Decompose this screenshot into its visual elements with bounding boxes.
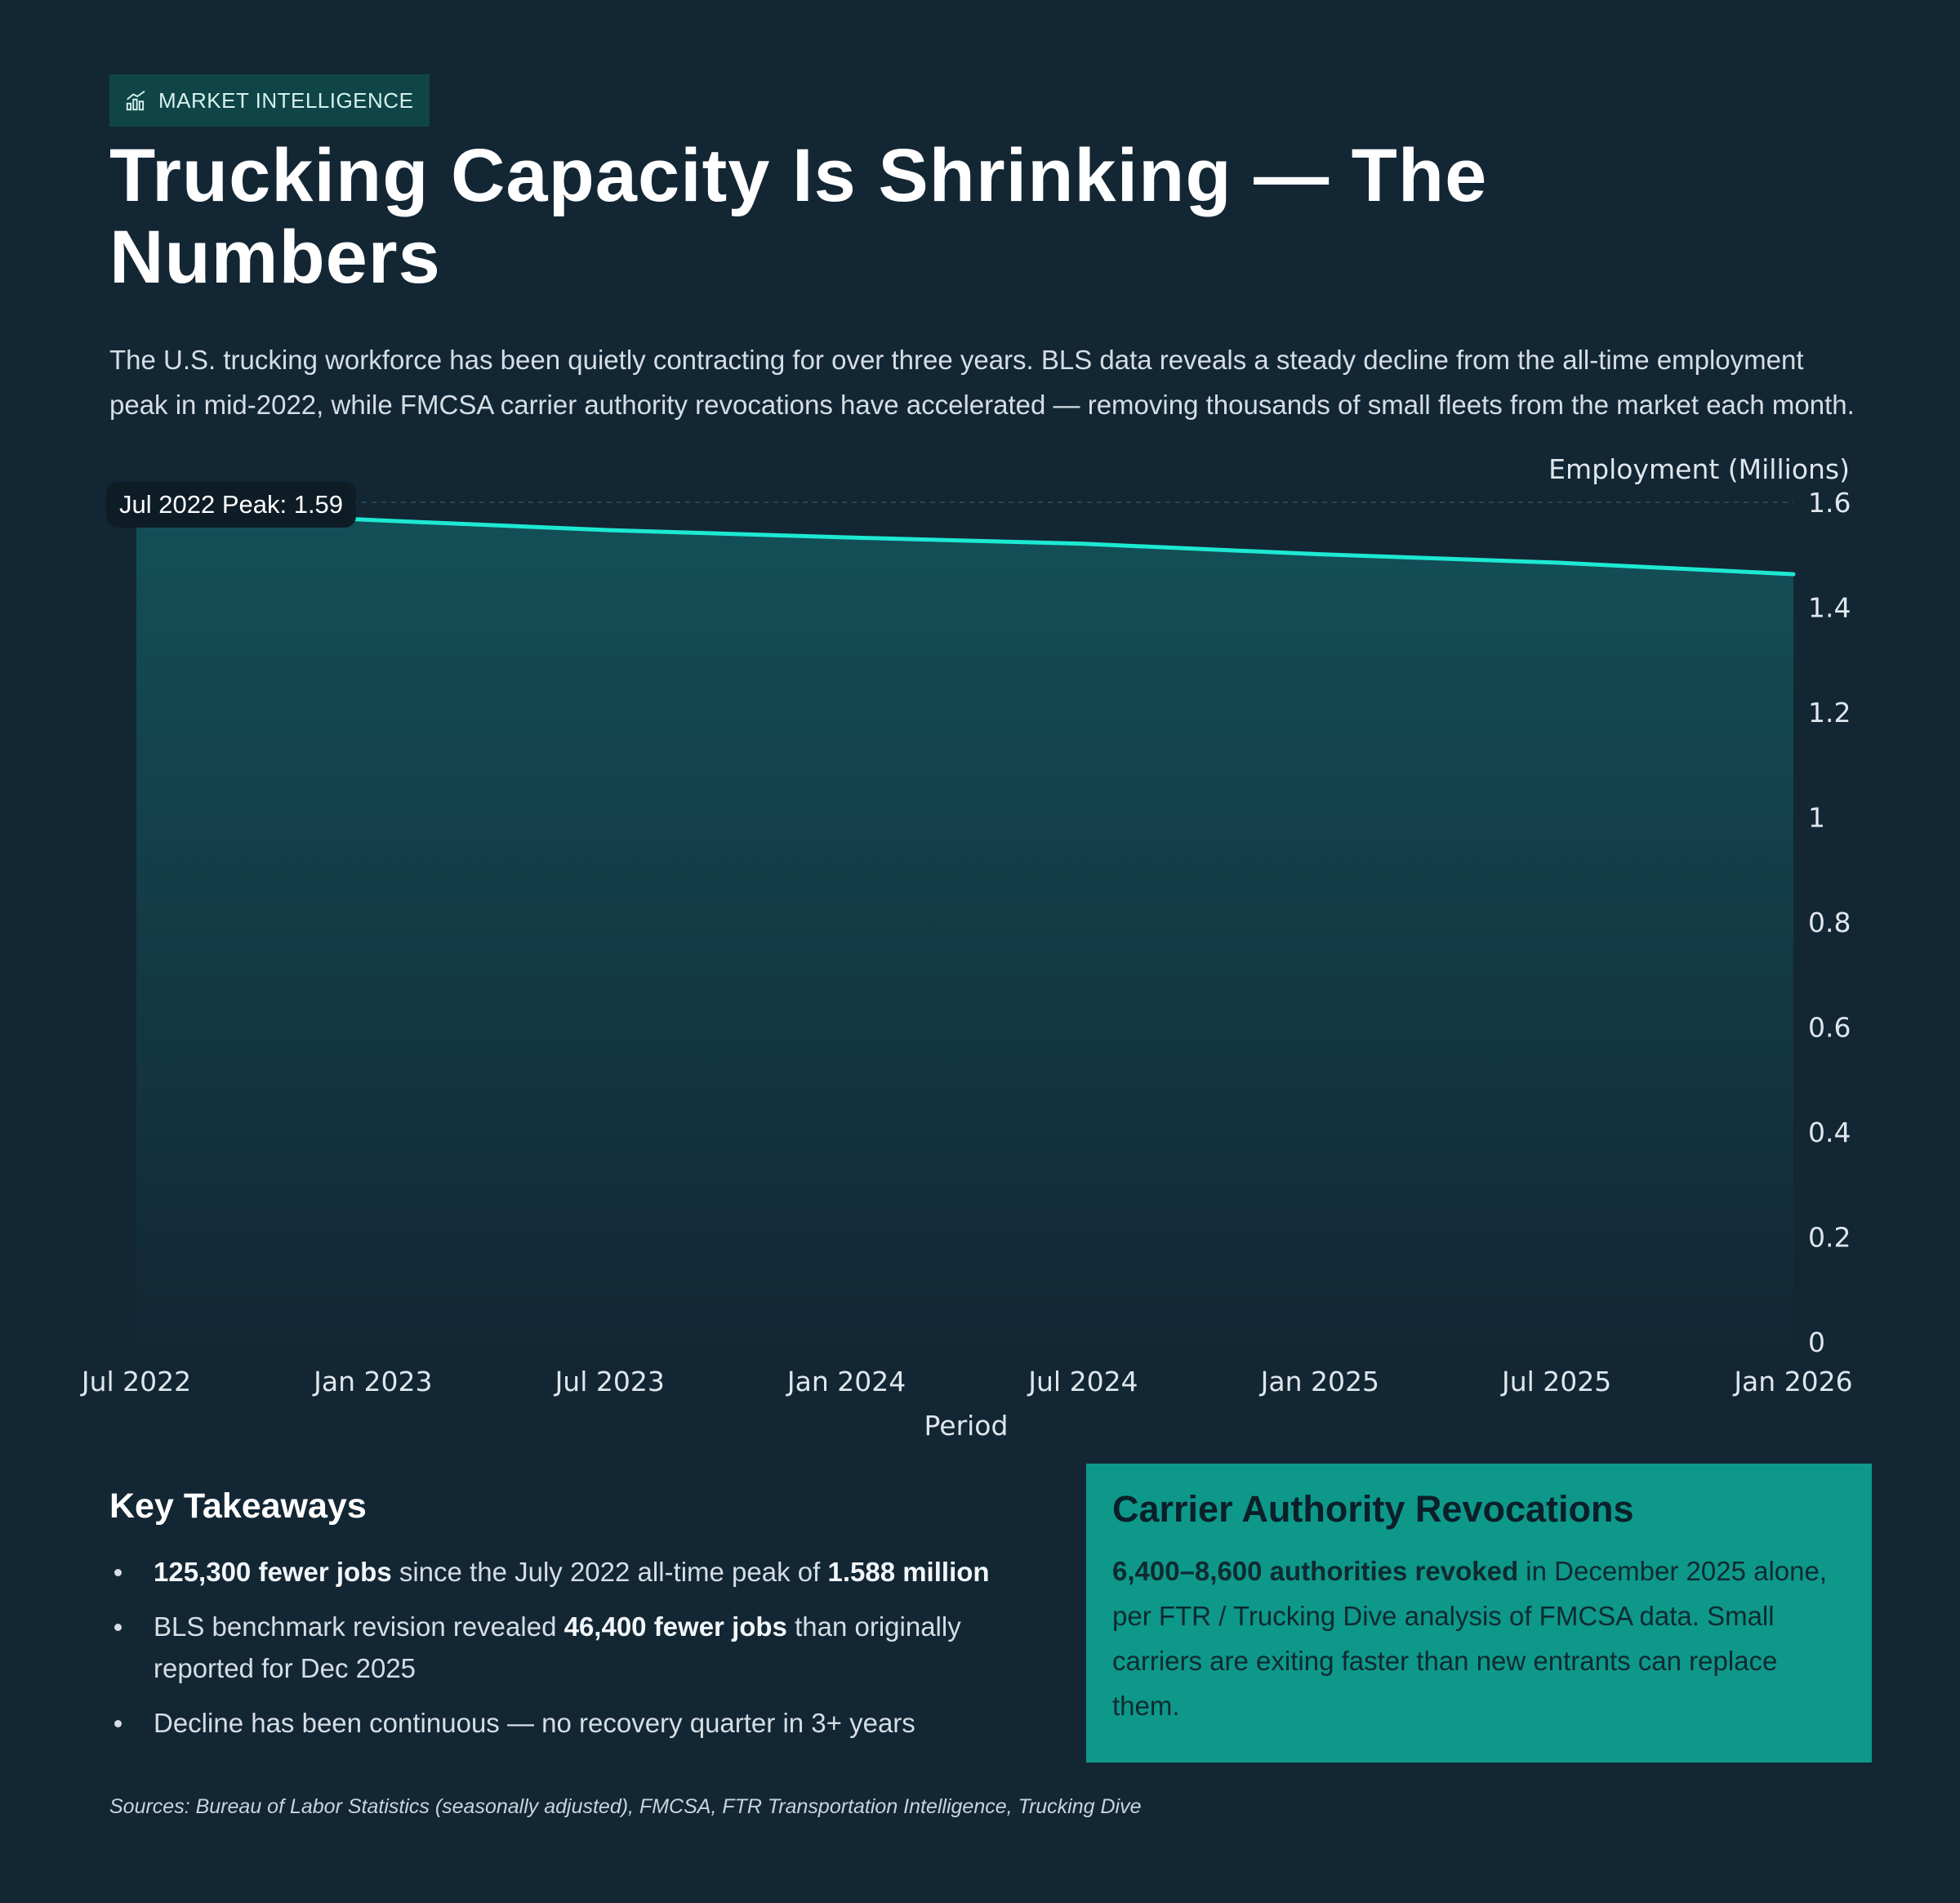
data-point	[1317, 552, 1322, 557]
y-tick-label: 0	[1808, 1326, 1825, 1358]
x-tick-label: Jul 2022	[80, 1366, 191, 1397]
data-point	[608, 528, 612, 533]
key-takeaways: Key Takeaways 125,300 fewer jobs since t…	[109, 1486, 1049, 1757]
x-tick-label: Jan 2025	[1259, 1366, 1379, 1397]
badge-label: MARKET INTELLIGENCE	[158, 87, 414, 113]
takeaways-heading: Key Takeaways	[109, 1486, 367, 1526]
data-point	[844, 535, 849, 540]
intro-paragraph: The U.S. trucking workforce has been qui…	[109, 345, 1855, 420]
x-tick-label: Jan 2024	[786, 1366, 906, 1397]
takeaway-item: 125,300 fewer jobs since the July 2022 a…	[109, 1551, 1049, 1593]
takeaway-highlight: 125,300 fewer jobs	[154, 1557, 392, 1587]
takeaways-list: 125,300 fewer jobs since the July 2022 a…	[109, 1551, 1049, 1744]
bar-chart-icon	[126, 90, 145, 111]
takeaway-text: than originally reported for Dec 2025	[154, 1611, 961, 1683]
y-tick-label: 1.6	[1808, 487, 1851, 519]
revocations-card: Carrier Authority Revocations 6,400–8,60…	[1086, 1464, 1872, 1763]
data-point	[1791, 572, 1796, 577]
data-point	[1080, 541, 1085, 546]
employment-area	[136, 508, 1793, 1342]
y-axis-label: Employment (Millions)	[1548, 453, 1850, 485]
takeaway-item: BLS benchmark revision revealed 46,400 f…	[109, 1606, 1049, 1689]
data-point	[1554, 560, 1559, 565]
takeaway-text: since the July 2022 all-time peak of	[391, 1557, 828, 1587]
y-tick-label: 0.6	[1808, 1012, 1851, 1044]
sources-note: Sources: Bureau of Labor Statistics (sea…	[109, 1795, 1142, 1818]
x-tick-label: Jul 2023	[554, 1366, 665, 1397]
y-tick-label: 0.2	[1808, 1222, 1851, 1254]
y-tick-label: 0.8	[1808, 907, 1851, 938]
card-heading: Carrier Authority Revocations	[1112, 1488, 1634, 1530]
card-body: 6,400–8,600 authorities revoked in Decem…	[1112, 1549, 1846, 1728]
x-tick-label: Jul 2024	[1027, 1366, 1138, 1397]
x-tick-label: Jan 2023	[312, 1366, 432, 1397]
x-tick-label: Jan 2026	[1732, 1366, 1852, 1397]
peak-annotation: Jul 2022 Peak: 1.59	[106, 482, 357, 528]
takeaway-text: Decline has been continuous — no recover…	[154, 1708, 915, 1738]
card-body-text: in December 2025 alone, per FTR / Trucki…	[1112, 1556, 1828, 1721]
employment-chart: 0 0.2 0.4 0.6 0.8 1 1.2 1.4 1.6 Jul 2022 Jan 2023…	[80, 453, 1853, 1442]
card-highlight: 6,400–8,600 authorities revoked	[1112, 1556, 1519, 1586]
x-axis-label: Period	[924, 1410, 1009, 1442]
y-tick-label: 1.2	[1808, 697, 1851, 729]
takeaway-text: BLS benchmark revision revealed	[154, 1611, 564, 1642]
y-tick-label: 1.4	[1808, 592, 1851, 624]
data-point	[371, 518, 376, 523]
y-axis-ticks: 0 0.2 0.4 0.6 0.8 1 1.2 1.4 1.6	[1808, 487, 1851, 1358]
takeaway-highlight: 46,400 fewer jobs	[564, 1611, 787, 1642]
takeaway-highlight: 1.588 million	[827, 1557, 990, 1587]
peak-annotation-wrap: Jul 2022 Peak: 1.59	[106, 482, 357, 528]
x-axis-ticks: Jul 2022 Jan 2023 Jul 2023 Jan 2024 Jul 2024…	[80, 1366, 1853, 1397]
x-tick-label: Jul 2025	[1500, 1366, 1611, 1397]
takeaway-item: Decline has been continuous — no recover…	[109, 1702, 1049, 1744]
y-tick-label: 0.4	[1808, 1116, 1851, 1148]
y-tick-label: 1	[1808, 802, 1825, 834]
page-title: Trucking Capacity Is Shrinking — The Num…	[109, 134, 1488, 299]
employment-line	[134, 506, 1796, 577]
category-badge: MARKET INTELLIGENCE	[109, 74, 430, 127]
